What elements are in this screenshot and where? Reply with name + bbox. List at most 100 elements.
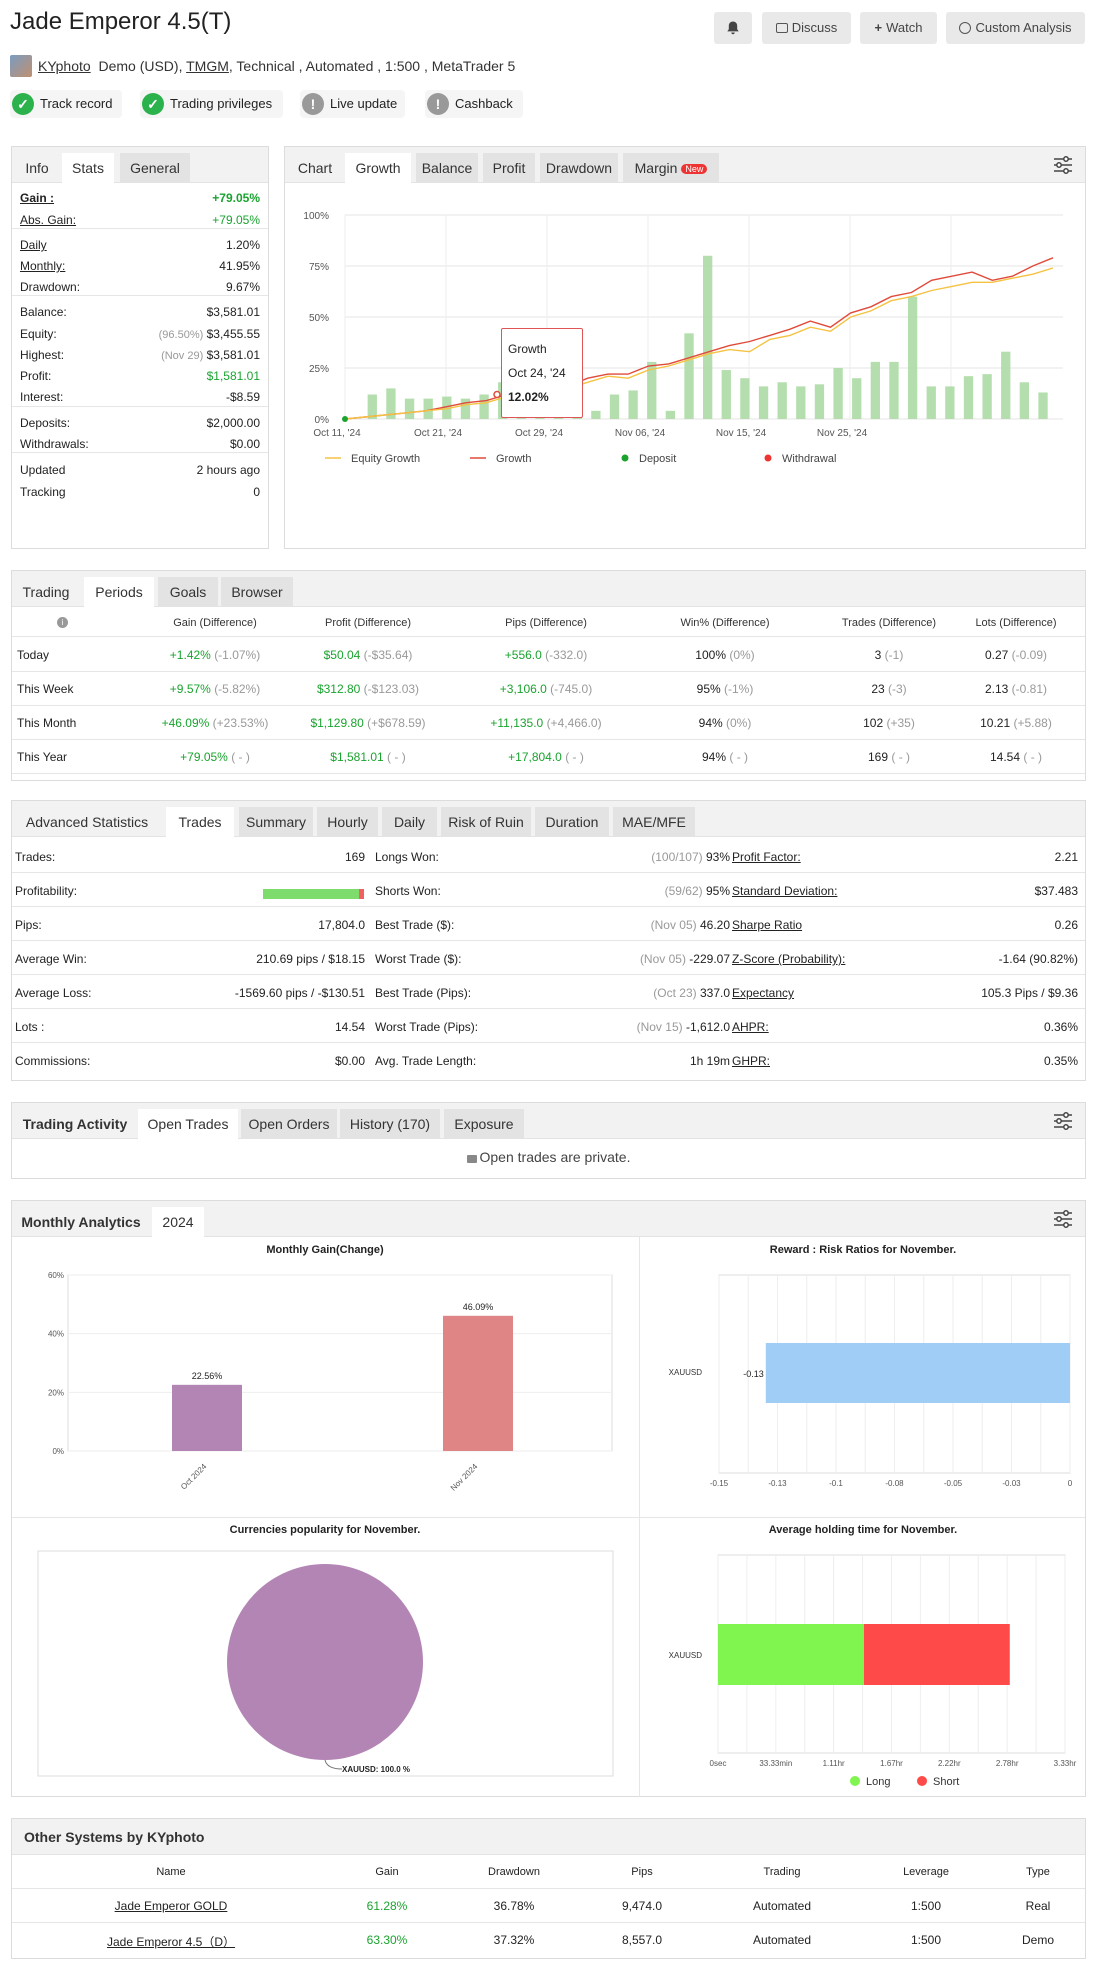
cell-value: +11,135.0	[490, 716, 544, 730]
adv-label[interactable]: GHPR:	[732, 1054, 771, 1068]
system-cell: 1:500	[910, 1899, 942, 1913]
badge-cashback[interactable]: ! Cashback	[425, 90, 523, 118]
avatar[interactable]	[10, 55, 32, 77]
legend-label: Withdrawal	[782, 453, 836, 465]
legend-label: Long	[866, 1776, 890, 1788]
system-link[interactable]: Jade Emperor GOLD	[114, 1899, 228, 1913]
adv-label: Avg. Trade Length:	[375, 1054, 477, 1068]
tab-mae-mfe[interactable]: MAE/MFE	[613, 807, 695, 837]
stat-label: Deposits:	[20, 416, 71, 430]
tab-chart[interactable]: Chart	[297, 160, 333, 176]
table-header	[12, 607, 1085, 637]
stat-label: Updated	[20, 463, 66, 477]
user-link[interactable]: KYphoto	[38, 58, 91, 74]
broker-link[interactable]: TMGM	[186, 58, 229, 74]
period-cell: +79.05% ( - )	[115, 750, 315, 764]
info-icon[interactable]: i	[57, 617, 68, 628]
tab-drawdown[interactable]: Drawdown	[540, 153, 618, 183]
custom-analysis-button[interactable]: Custom Analysis	[946, 12, 1085, 44]
bar	[703, 255, 713, 419]
data-label: XAUUSD: 100.0 %	[342, 1765, 410, 1774]
tab-balance[interactable]: Balance	[416, 153, 478, 183]
stat-value-text: 9.67%	[225, 280, 260, 294]
tab-advanced-statistics[interactable]: Advanced Statistics	[25, 814, 149, 830]
adv-label[interactable]: Standard Deviation:	[732, 884, 838, 898]
holding-time-chart[interactable]: Average holding time for November. 0sec 33…	[640, 1523, 1086, 1795]
period-cell: +9.57% (-5.82%)	[115, 682, 315, 696]
adv-note: (Nov 15)	[636, 1020, 683, 1034]
separator	[12, 974, 1085, 975]
badge-live-update[interactable]: ! Live update	[300, 90, 405, 118]
adv-value: 0.26	[1054, 918, 1078, 932]
tab-periods[interactable]: Periods	[84, 577, 154, 607]
settings-filter-icon[interactable]	[1053, 1112, 1073, 1130]
currency-popularity-chart[interactable]: Currencies popularity for November. XAUUS…	[12, 1523, 638, 1795]
settings-filter-icon[interactable]	[1053, 1210, 1073, 1228]
adv-label: Pips:	[15, 918, 42, 932]
tab-history[interactable]: History (170)	[340, 1109, 440, 1139]
data-label: 22.56%	[192, 1371, 223, 1381]
tab-general[interactable]: General	[120, 153, 190, 183]
cell-diff: ( - )	[387, 750, 406, 764]
adv-label[interactable]: Expectancy	[732, 986, 795, 1000]
adv-label: Best Trade ($):	[375, 918, 455, 932]
adv-label[interactable]: Sharpe Ratio	[732, 918, 803, 932]
adv-label[interactable]: Z-Score (Probability):	[732, 952, 846, 966]
stat-value-text: 1.20%	[225, 238, 260, 252]
tab-trading[interactable]: Trading	[22, 584, 70, 600]
stat-value: 41.95%	[219, 259, 260, 273]
badge-track-record[interactable]: ✓ Track record	[10, 90, 122, 118]
notify-button[interactable]	[714, 12, 752, 44]
tab-stats[interactable]: Stats	[62, 153, 114, 183]
tab-monthly-analytics[interactable]: Monthly Analytics	[21, 1214, 141, 1230]
tab-daily[interactable]: Daily	[382, 807, 437, 837]
bar	[740, 378, 750, 419]
bar	[721, 370, 731, 419]
discuss-button[interactable]: Discuss	[762, 12, 851, 44]
tab-exposure[interactable]: Exposure	[444, 1109, 524, 1139]
bar	[367, 394, 377, 419]
tab-trades[interactable]: Trades	[166, 807, 234, 837]
tab-open-orders[interactable]: Open Orders	[241, 1109, 337, 1139]
stat-label: Drawdown:	[20, 280, 81, 294]
cell-diff: (-0.81)	[1011, 682, 1048, 696]
column-header: Trades (Difference)	[841, 617, 937, 629]
adv-note: (59/62)	[664, 884, 703, 898]
chart-title: Average holding time for November.	[769, 1524, 957, 1536]
tooltip-date: Oct 24, '24	[508, 366, 566, 380]
cell-value: +1.42%	[169, 648, 211, 662]
settings-filter-icon[interactable]	[1053, 156, 1073, 174]
tab-duration[interactable]: Duration	[535, 807, 609, 837]
tab-info[interactable]: Info	[25, 160, 49, 176]
tab-goals[interactable]: Goals	[158, 577, 218, 607]
watch-button[interactable]: + Watch	[860, 12, 937, 44]
tab-summary[interactable]: Summary	[239, 807, 313, 837]
bar	[665, 410, 676, 419]
bar	[460, 398, 471, 419]
monthly-gain-chart[interactable]: Monthly Gain(Change) 60% 40% 20% 0% 22.56% Oct…	[12, 1243, 638, 1515]
tab-margin[interactable]: Margin New	[623, 153, 719, 183]
legend-label: Growth	[496, 453, 531, 465]
adv-label[interactable]: AHPR:	[732, 1020, 769, 1034]
tab-2024[interactable]: 2024	[152, 1207, 204, 1237]
tab-profit[interactable]: Profit	[483, 153, 535, 183]
tab-hourly[interactable]: Hourly	[317, 807, 378, 837]
system-cell: 1:500	[910, 1933, 942, 1947]
system-link[interactable]: Jade Emperor 4.5（D）	[106, 1935, 236, 1949]
growth-chart[interactable]: 100% 75% 50% 25% 0% Oct 11, '24 Oct 21, '24 Oct…	[295, 197, 1075, 542]
adv-label[interactable]: Profit Factor:	[732, 850, 801, 864]
tab-risk-of-ruin[interactable]: Risk of Ruin	[441, 807, 531, 837]
separator	[12, 452, 268, 453]
tab-open-trades[interactable]: Open Trades	[138, 1109, 238, 1139]
stat-row: Abs. Gain: +79.05%	[12, 213, 268, 231]
stat-value: 1.20%	[226, 238, 260, 252]
clock-icon	[959, 22, 972, 34]
reward-risk-chart[interactable]: Reward : Risk Ratios for November. -0.15 -…	[640, 1243, 1086, 1515]
tab-growth[interactable]: Growth	[345, 153, 411, 183]
x-tick-label: -0.1	[829, 1479, 843, 1488]
tab-trading-activity[interactable]: Trading Activity	[22, 1116, 128, 1132]
badge-trading-privileges[interactable]: ✓ Trading privileges	[140, 90, 283, 118]
period-cell: 94% ( - )	[625, 750, 825, 764]
tab-browser[interactable]: Browser	[221, 577, 293, 607]
separator	[12, 295, 268, 296]
